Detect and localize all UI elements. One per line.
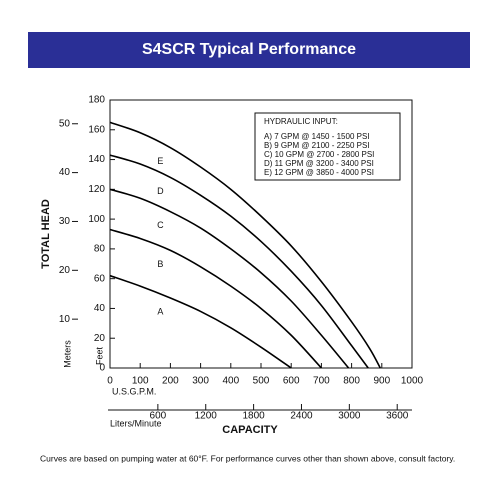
x-tick-label: 100 <box>132 376 149 387</box>
footnote: Curves are based on pumping water at 60°… <box>40 453 455 463</box>
y-axis-title: TOTAL HEAD <box>40 199 52 269</box>
x-unit-label: U.S.G.P.M. <box>112 386 156 396</box>
legend-entry: D) 11 GPM @ 3200 - 3400 PSI <box>264 159 374 168</box>
x-tick-label: 200 <box>162 376 179 387</box>
y-tick-label: 100 <box>88 214 105 225</box>
y2-tick-label: 10 <box>59 314 71 325</box>
curve-label: D <box>157 186 164 196</box>
y-tick-label: 0 <box>99 363 105 374</box>
legend-entry: A) 7 GPM @ 1450 - 1500 PSI <box>264 132 370 141</box>
x2-tick-label: 1800 <box>242 411 265 422</box>
curve <box>109 154 369 369</box>
legend-box <box>254 112 401 181</box>
title-banner <box>28 32 470 68</box>
y-tick-label: 60 <box>94 273 106 284</box>
x2-unit-label: Liters/Minute <box>110 418 162 428</box>
curve-label: C <box>157 220 164 230</box>
x2-tick-label: 3000 <box>338 411 361 422</box>
curve <box>109 274 292 369</box>
curve <box>109 121 381 369</box>
y2-tick-label: 40 <box>59 167 71 178</box>
x-tick-label: 300 <box>192 376 209 387</box>
x-tick-label: 1000 <box>401 376 424 387</box>
y2-tick-label: 20 <box>59 265 71 276</box>
y-tick-label: 160 <box>88 124 105 135</box>
y2-tick-label: 30 <box>59 216 71 227</box>
y-tick-label: 80 <box>94 244 106 255</box>
x-axis-title: CAPACITY <box>222 424 278 436</box>
y-tick-label: 120 <box>88 184 105 195</box>
curve <box>109 188 350 369</box>
legend-entry: C) 10 GPM @ 2700 - 2800 PSI <box>264 150 374 159</box>
y-tick-label: 180 <box>88 95 105 106</box>
curve-label: A <box>157 306 163 316</box>
x-tick-label: 900 <box>373 376 390 387</box>
y-tick-label: 20 <box>94 333 106 344</box>
curve <box>109 228 322 369</box>
x-tick-label: 0 <box>107 376 113 387</box>
x-tick-label: 800 <box>343 376 360 387</box>
y-unit-label: Feet <box>94 346 104 365</box>
curve-label: B <box>157 259 163 269</box>
x-tick-label: 400 <box>222 376 239 387</box>
legend-entry: B) 9 GPM @ 2100 - 2250 PSI <box>264 141 370 150</box>
y2-tick-label: 50 <box>59 118 71 129</box>
y-tick-label: 40 <box>94 303 106 314</box>
y-tick-label: 140 <box>88 154 105 165</box>
x-tick-label: 500 <box>253 376 270 387</box>
x-tick-label: 600 <box>283 376 300 387</box>
x2-tick-label: 1200 <box>195 411 218 422</box>
y2-unit-label: Meters <box>62 340 72 368</box>
x2-tick-label: 600 <box>150 411 167 422</box>
chart-title: S4SCR Typical Performance <box>142 41 356 58</box>
curve-label: E <box>157 156 163 166</box>
legend-title: HYDRAULIC INPUT: <box>264 117 338 126</box>
x2-tick-label: 3600 <box>386 411 409 422</box>
legend-entry: E) 12 GPM @ 3850 - 4000 PSI <box>264 168 374 177</box>
x-tick-label: 700 <box>313 376 330 387</box>
x2-tick-label: 2400 <box>290 411 313 422</box>
